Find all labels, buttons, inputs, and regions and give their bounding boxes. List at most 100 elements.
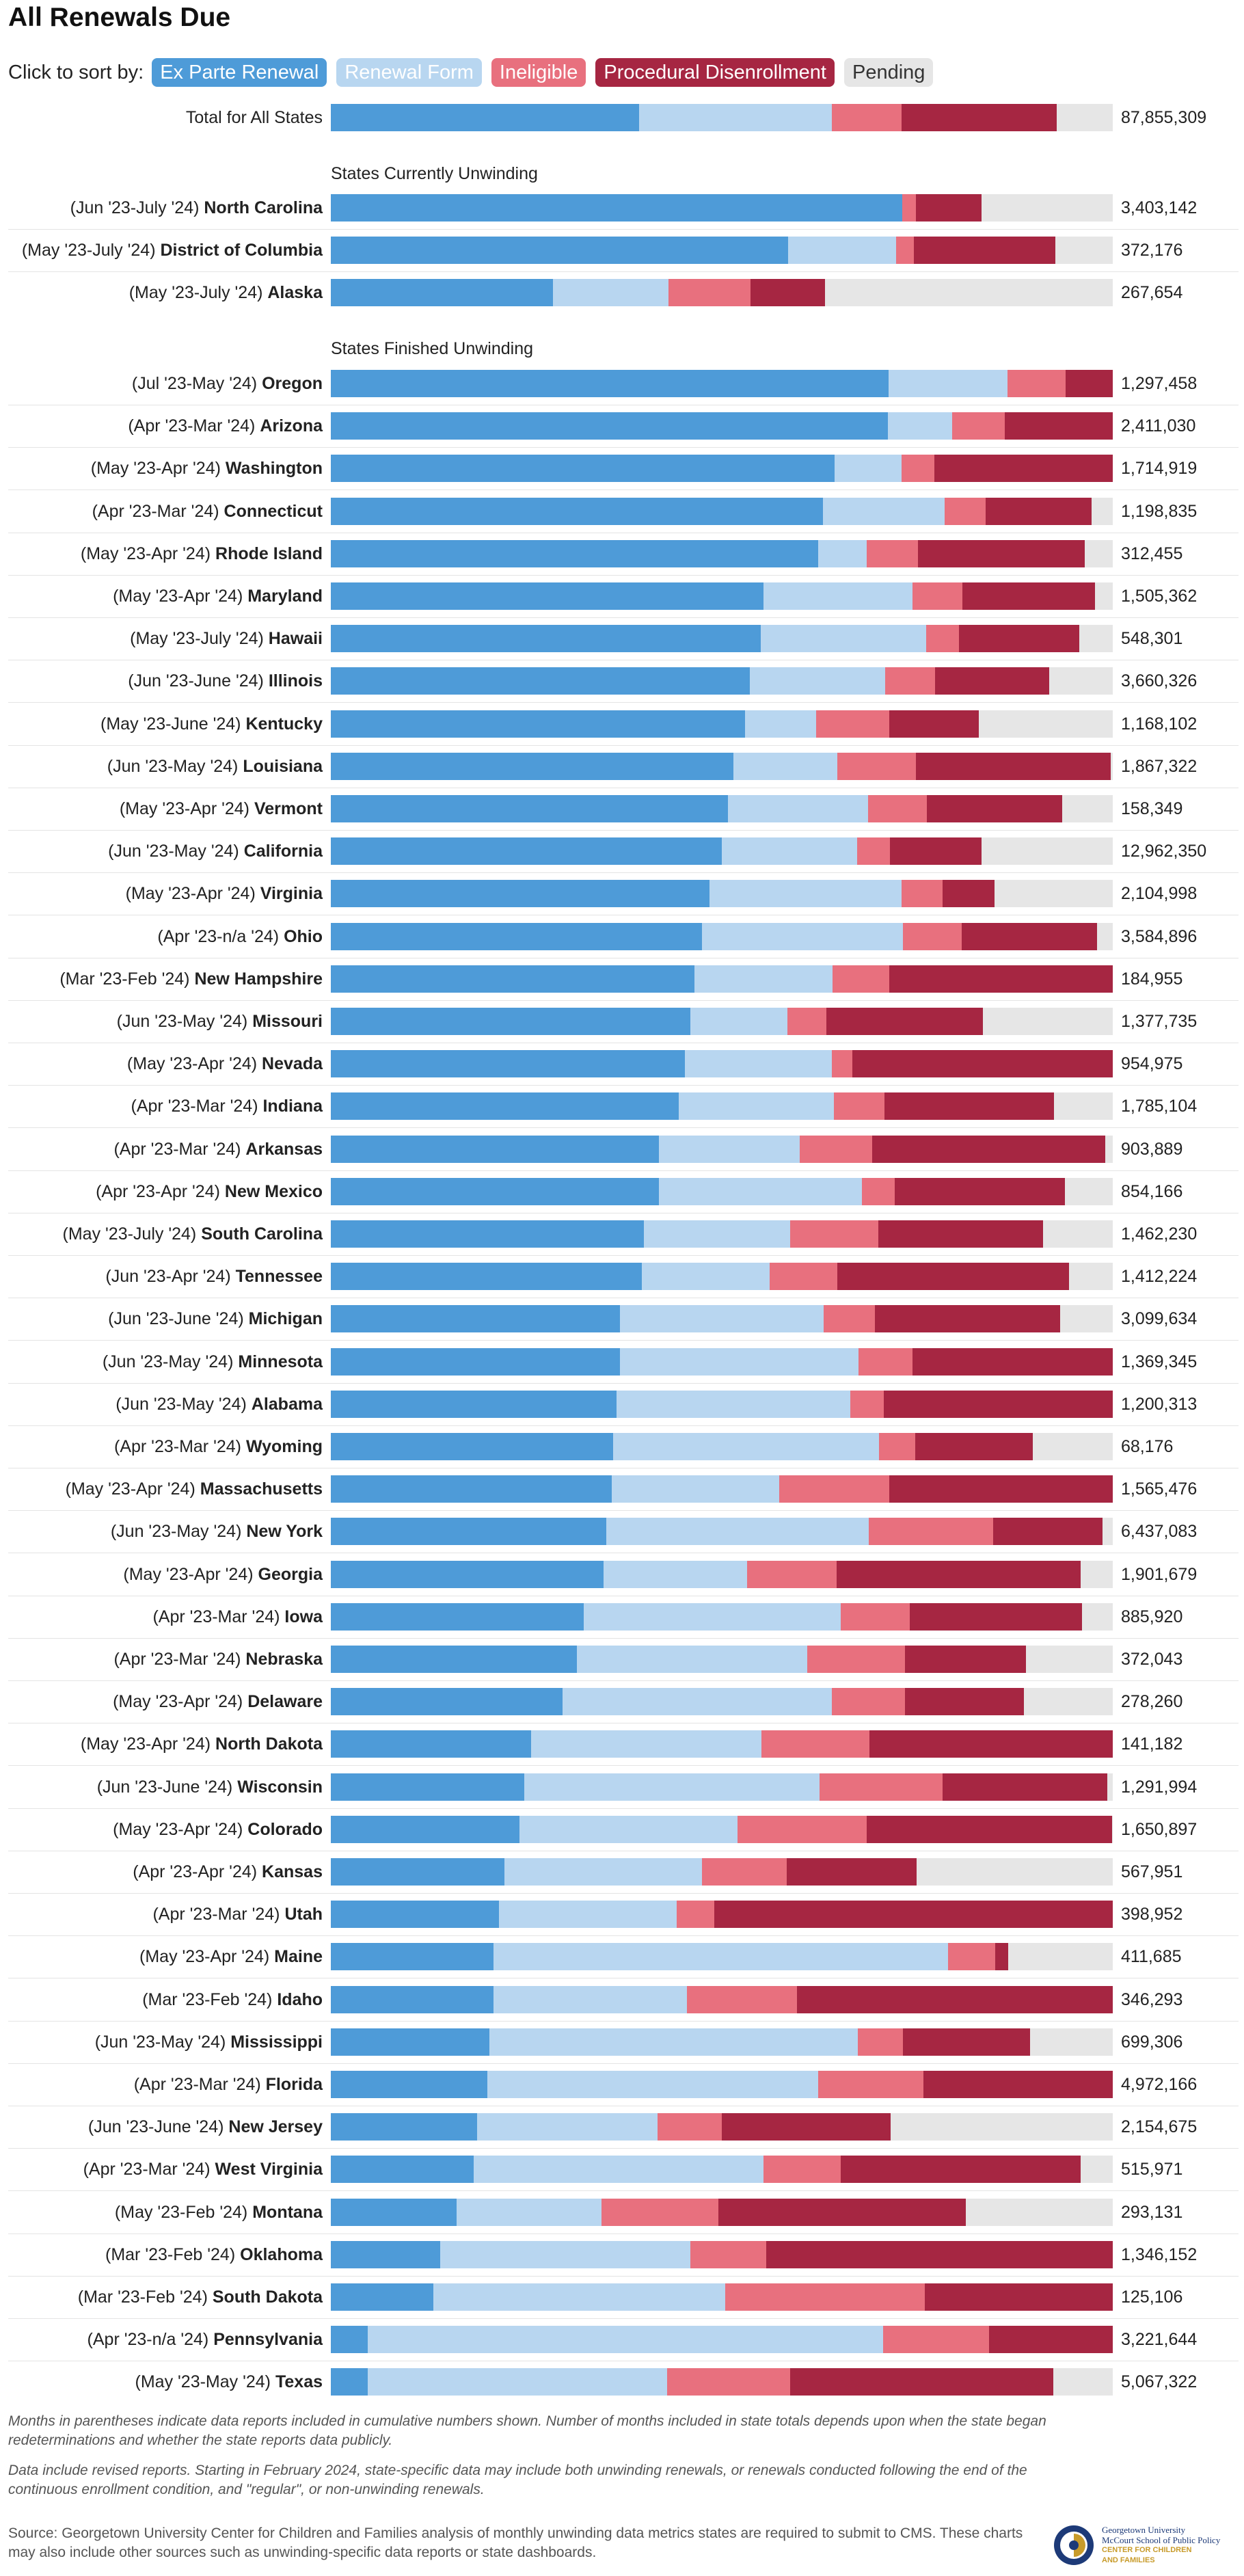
row-south-carolina-seg-pending[interactable] xyxy=(1043,1220,1113,1248)
row-connecticut-seg-pending[interactable] xyxy=(1092,497,1113,525)
row-hawaii-seg-ex-parte-renewal[interactable] xyxy=(331,625,761,653)
row-maine-seg-pending[interactable] xyxy=(1008,1943,1113,1971)
row-idaho-seg-procedural-disenrollment[interactable] xyxy=(796,1985,1113,2013)
row-wyoming-seg-procedural-disenrollment[interactable] xyxy=(915,1433,1033,1460)
row-california-seg-renewal-form[interactable] xyxy=(722,837,857,866)
row-district-of-columbia-seg-ex-parte-renewal[interactable] xyxy=(331,237,789,265)
row-maryland-seg-ineligible[interactable] xyxy=(912,582,963,610)
row-south-dakota-seg-renewal-form[interactable] xyxy=(433,2283,725,2311)
row-georgia-seg-renewal-form[interactable] xyxy=(604,1560,747,1588)
row-indiana-seg-renewal-form[interactable] xyxy=(679,1092,834,1121)
row-hawaii-seg-procedural-disenrollment[interactable] xyxy=(958,625,1079,653)
row-montana-seg-ineligible[interactable] xyxy=(601,2198,719,2226)
row-maine-seg-procedural-disenrollment[interactable] xyxy=(995,1943,1008,1971)
row-north-carolina-seg-procedural-disenrollment[interactable] xyxy=(915,194,982,222)
row-washington-seg-renewal-form[interactable] xyxy=(834,455,902,483)
row-arizona-seg-procedural-disenrollment[interactable] xyxy=(1005,412,1113,440)
row-nebraska-seg-ex-parte-renewal[interactable] xyxy=(331,1646,578,1673)
row-idaho-seg-ex-parte-renewal[interactable] xyxy=(331,1985,493,2013)
row-massachusetts-seg-ex-parte-renewal[interactable] xyxy=(331,1475,612,1503)
row-indiana-seg-pending[interactable] xyxy=(1054,1092,1113,1121)
row-south-carolina-seg-ex-parte-renewal[interactable] xyxy=(331,1220,644,1248)
row-new-jersey-seg-pending[interactable] xyxy=(891,2113,1113,2141)
row-mississippi-seg-renewal-form[interactable] xyxy=(489,2028,858,2056)
row-ohio-seg-pending[interactable] xyxy=(1097,922,1113,950)
row-kansas-seg-procedural-disenrollment[interactable] xyxy=(786,1858,917,1886)
row-south-dakota-seg-procedural-disenrollment[interactable] xyxy=(925,2283,1113,2311)
row-new-hampshire-seg-renewal-form[interactable] xyxy=(694,965,833,993)
row-new-york-seg-procedural-disenrollment[interactable] xyxy=(992,1518,1103,1546)
row-arkansas-seg-procedural-disenrollment[interactable] xyxy=(871,1135,1105,1163)
row-mississippi-seg-pending[interactable] xyxy=(1029,2028,1113,2056)
row-colorado-seg-renewal-form[interactable] xyxy=(519,1815,738,1843)
row-idaho-seg-renewal-form[interactable] xyxy=(493,1985,687,2013)
row-vermont-seg-ineligible[interactable] xyxy=(867,795,927,822)
row-north-carolina-seg-ineligible[interactable] xyxy=(902,194,916,222)
row-louisiana-seg-ineligible[interactable] xyxy=(837,752,916,780)
row-nebraska-seg-renewal-form[interactable] xyxy=(577,1646,807,1673)
row-iowa-seg-ex-parte-renewal[interactable] xyxy=(331,1602,584,1631)
row-wyoming-seg-pending[interactable] xyxy=(1033,1433,1113,1460)
row-california-seg-ex-parte-renewal[interactable] xyxy=(331,837,722,866)
row-new-jersey-seg-procedural-disenrollment[interactable] xyxy=(721,2113,891,2141)
row-arizona-seg-ineligible[interactable] xyxy=(952,412,1005,440)
row-north-dakota-seg-ineligible[interactable] xyxy=(761,1730,870,1758)
row-minnesota-seg-procedural-disenrollment[interactable] xyxy=(912,1347,1113,1376)
row-florida-seg-procedural-disenrollment[interactable] xyxy=(923,2071,1113,2098)
total-row-seg-ex-parte-renewal[interactable] xyxy=(331,104,639,131)
row-oregon-seg-ineligible[interactable] xyxy=(1007,370,1066,397)
row-district-of-columbia-seg-ineligible[interactable] xyxy=(896,237,915,265)
row-utah-seg-ineligible[interactable] xyxy=(676,1901,714,1929)
row-hawaii-seg-pending[interactable] xyxy=(1079,625,1113,653)
row-maine-seg-ex-parte-renewal[interactable] xyxy=(331,1943,493,1971)
row-nebraska-seg-procedural-disenrollment[interactable] xyxy=(904,1646,1026,1673)
row-connecticut-seg-ex-parte-renewal[interactable] xyxy=(331,497,823,525)
row-iowa-seg-renewal-form[interactable] xyxy=(583,1602,841,1631)
row-vermont-seg-ex-parte-renewal[interactable] xyxy=(331,795,729,822)
row-texas-seg-procedural-disenrollment[interactable] xyxy=(789,2368,1054,2396)
row-nebraska-seg-pending[interactable] xyxy=(1026,1646,1113,1673)
row-colorado-seg-pending[interactable] xyxy=(1111,1815,1113,1843)
row-alaska-seg-ex-parte-renewal[interactable] xyxy=(331,279,553,307)
row-north-carolina-seg-ex-parte-renewal[interactable] xyxy=(331,194,903,222)
row-oregon-seg-ex-parte-renewal[interactable] xyxy=(331,370,889,397)
row-kansas-seg-renewal-form[interactable] xyxy=(504,1858,703,1886)
row-alaska-seg-ineligible[interactable] xyxy=(668,279,751,307)
sort-pill-renewal-form[interactable]: Renewal Form xyxy=(336,58,482,87)
row-delaware-seg-pending[interactable] xyxy=(1023,1688,1113,1716)
row-illinois-seg-procedural-disenrollment[interactable] xyxy=(935,667,1050,695)
row-louisiana-seg-pending[interactable] xyxy=(1110,752,1113,780)
row-indiana-seg-ex-parte-renewal[interactable] xyxy=(331,1092,679,1121)
row-new-jersey-seg-ineligible[interactable] xyxy=(658,2113,722,2141)
row-oregon-seg-procedural-disenrollment[interactable] xyxy=(1066,370,1113,397)
row-tennessee-seg-procedural-disenrollment[interactable] xyxy=(837,1263,1069,1291)
row-ohio-seg-procedural-disenrollment[interactable] xyxy=(962,922,1098,950)
row-kansas-seg-ex-parte-renewal[interactable] xyxy=(331,1858,504,1886)
row-new-mexico-seg-procedural-disenrollment[interactable] xyxy=(894,1177,1066,1205)
row-arkansas-seg-ineligible[interactable] xyxy=(800,1135,872,1163)
sort-pill-pending[interactable]: Pending xyxy=(843,58,934,87)
row-wyoming-seg-ineligible[interactable] xyxy=(878,1433,915,1460)
row-missouri-seg-pending[interactable] xyxy=(983,1008,1113,1035)
row-illinois-seg-ex-parte-renewal[interactable] xyxy=(331,667,751,695)
row-ohio-seg-ex-parte-renewal[interactable] xyxy=(331,922,703,950)
row-new-mexico-seg-renewal-form[interactable] xyxy=(659,1177,862,1205)
row-michigan-seg-ineligible[interactable] xyxy=(823,1305,876,1333)
row-rhode-island-seg-procedural-disenrollment[interactable] xyxy=(918,539,1085,567)
row-massachusetts-seg-procedural-disenrollment[interactable] xyxy=(889,1475,1113,1503)
row-nevada-seg-renewal-form[interactable] xyxy=(685,1050,833,1078)
row-district-of-columbia-seg-procedural-disenrollment[interactable] xyxy=(914,237,1056,265)
row-montana-seg-renewal-form[interactable] xyxy=(457,2198,601,2226)
row-maryland-seg-ex-parte-renewal[interactable] xyxy=(331,582,763,610)
row-michigan-seg-renewal-form[interactable] xyxy=(620,1305,824,1333)
row-west-virginia-seg-ineligible[interactable] xyxy=(763,2156,841,2184)
row-louisiana-seg-ex-parte-renewal[interactable] xyxy=(331,752,734,780)
row-montana-seg-pending[interactable] xyxy=(965,2198,1113,2226)
row-west-virginia-seg-renewal-form[interactable] xyxy=(474,2156,763,2184)
row-rhode-island-seg-ineligible[interactable] xyxy=(866,539,919,567)
row-illinois-seg-pending[interactable] xyxy=(1049,667,1113,695)
row-hawaii-seg-ineligible[interactable] xyxy=(925,625,959,653)
row-kentucky-seg-procedural-disenrollment[interactable] xyxy=(889,710,979,738)
sort-pill-ex-parte-renewal[interactable]: Ex Parte Renewal xyxy=(152,58,327,87)
row-wyoming-seg-renewal-form[interactable] xyxy=(612,1433,879,1460)
